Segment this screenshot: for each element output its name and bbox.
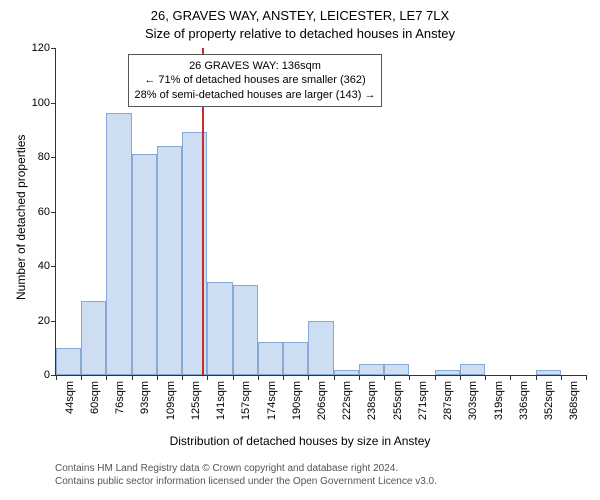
xtick-mark <box>283 375 284 380</box>
histogram-bar <box>460 364 485 375</box>
histogram-bar <box>106 113 131 375</box>
xtick-label: 76sqm <box>112 381 126 425</box>
xtick-label: 368sqm <box>566 381 580 425</box>
xtick-mark <box>182 375 183 380</box>
x-axis-label: Distribution of detached houses by size … <box>0 434 600 448</box>
xtick-mark <box>536 375 537 380</box>
xtick-mark <box>485 375 486 380</box>
xtick-mark <box>561 375 562 380</box>
xtick-mark <box>207 375 208 380</box>
ytick-label: 0 <box>44 369 56 381</box>
histogram-bar <box>207 282 232 375</box>
xtick-label: 190sqm <box>289 381 303 425</box>
histogram-bar <box>56 348 81 375</box>
xtick-mark <box>56 375 57 380</box>
chart-title-line2: Size of property relative to detached ho… <box>0 26 600 41</box>
plot-area: 02040608010012044sqm60sqm76sqm93sqm109sq… <box>55 48 586 376</box>
xtick-mark <box>384 375 385 380</box>
xtick-label: 93sqm <box>137 381 151 425</box>
copyright-line1: Contains HM Land Registry data © Crown c… <box>55 462 437 475</box>
xtick-mark <box>233 375 234 380</box>
chart-container: 26, GRAVES WAY, ANSTEY, LEICESTER, LE7 7… <box>0 0 600 500</box>
annotation-box: 26 GRAVES WAY: 136sqm← 71% of detached h… <box>128 54 383 107</box>
copyright-line2: Contains public sector information licen… <box>55 475 437 488</box>
xtick-label: 174sqm <box>264 381 278 425</box>
annotation-line2: ← 71% of detached houses are smaller (36… <box>135 73 376 87</box>
xtick-label: 125sqm <box>188 381 202 425</box>
histogram-bar <box>283 342 308 375</box>
xtick-mark <box>586 375 587 380</box>
xtick-mark <box>308 375 309 380</box>
xtick-label: 303sqm <box>465 381 479 425</box>
ytick-label: 80 <box>38 151 56 163</box>
chart-title-line1: 26, GRAVES WAY, ANSTEY, LEICESTER, LE7 7… <box>0 8 600 23</box>
xtick-label: 109sqm <box>163 381 177 425</box>
xtick-label: 238sqm <box>364 381 378 425</box>
copyright-notice: Contains HM Land Registry data © Crown c… <box>55 462 437 488</box>
annotation-line1: 26 GRAVES WAY: 136sqm <box>135 59 376 73</box>
histogram-bar <box>258 342 283 375</box>
xtick-label: 222sqm <box>339 381 353 425</box>
xtick-label: 60sqm <box>87 381 101 425</box>
xtick-label: 141sqm <box>213 381 227 425</box>
xtick-mark <box>106 375 107 380</box>
histogram-bar <box>536 370 561 375</box>
ytick-label: 60 <box>38 206 56 218</box>
xtick-label: 44sqm <box>62 381 76 425</box>
xtick-mark <box>258 375 259 380</box>
xtick-mark <box>409 375 410 380</box>
histogram-bar <box>132 154 157 375</box>
xtick-mark <box>132 375 133 380</box>
histogram-bar <box>359 364 384 375</box>
histogram-bar <box>81 301 106 375</box>
ytick-label: 120 <box>32 42 56 54</box>
xtick-mark <box>359 375 360 380</box>
histogram-bar <box>233 285 258 375</box>
xtick-label: 271sqm <box>415 381 429 425</box>
xtick-mark <box>510 375 511 380</box>
ytick-label: 100 <box>32 97 56 109</box>
y-axis-label: Number of detached properties <box>14 135 28 300</box>
annotation-line3: 28% of semi-detached houses are larger (… <box>135 88 376 102</box>
histogram-bar <box>334 370 359 375</box>
ytick-label: 20 <box>38 315 56 327</box>
xtick-label: 319sqm <box>491 381 505 425</box>
xtick-mark <box>157 375 158 380</box>
histogram-bar <box>157 146 182 375</box>
histogram-bar <box>308 321 333 376</box>
xtick-label: 206sqm <box>314 381 328 425</box>
ytick-label: 40 <box>38 260 56 272</box>
xtick-label: 157sqm <box>238 381 252 425</box>
xtick-mark <box>334 375 335 380</box>
xtick-mark <box>460 375 461 380</box>
xtick-label: 336sqm <box>516 381 530 425</box>
xtick-label: 287sqm <box>440 381 454 425</box>
histogram-bar <box>384 364 409 375</box>
xtick-label: 352sqm <box>541 381 555 425</box>
xtick-mark <box>81 375 82 380</box>
xtick-label: 255sqm <box>390 381 404 425</box>
xtick-mark <box>435 375 436 380</box>
histogram-bar <box>435 370 460 375</box>
